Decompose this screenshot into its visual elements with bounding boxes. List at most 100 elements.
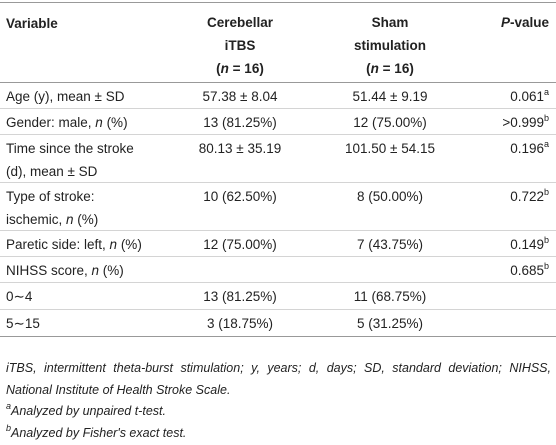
- cell-line: Sham: [315, 11, 465, 34]
- italic-text: n: [95, 115, 103, 130]
- cell-line: Cerebellar: [165, 11, 315, 34]
- table-cell: 0.722b: [449, 183, 549, 208]
- table-row: Age (y), mean ± SD 57.38 ± 8.04 51.44 ± 9.…: [0, 83, 556, 109]
- text: 0.196: [510, 141, 544, 156]
- table-cell: 12 (75.00%): [165, 231, 315, 256]
- superscript: b: [543, 261, 549, 271]
- text: 13 (81.25%): [203, 289, 277, 304]
- text: = 16): [378, 61, 414, 76]
- cell-line: 0.722b: [449, 185, 549, 208]
- cell-line: 0∼4: [6, 285, 206, 308]
- cell-line: 11 (68.75%): [315, 285, 465, 308]
- italic-text: P: [500, 15, 510, 30]
- cell-line: P-value: [449, 11, 549, 34]
- text: 0.061: [510, 89, 544, 104]
- text: NIHSS score,: [6, 263, 92, 278]
- cell-line: 13 (81.25%): [165, 111, 315, 134]
- table-cell: 7 (43.75%): [315, 231, 465, 256]
- table-cell: Gender: male, n (%): [6, 109, 206, 134]
- header-row: Variable Cerebellar iTBS (n = 16) Sham stimul…: [0, 3, 556, 83]
- text: 3 (18.75%): [206, 316, 274, 331]
- table-cell: 0.061a: [449, 83, 549, 108]
- text: 5 (31.25%): [356, 316, 424, 331]
- text: Analyzed by unpaired t-test.: [11, 404, 166, 418]
- text: (%): [117, 237, 142, 252]
- cell-line: 0.061a: [449, 85, 549, 108]
- table-cell: 5∼15: [6, 310, 206, 335]
- text: stimulation: [353, 38, 426, 53]
- table-cell: 0.685b: [449, 257, 549, 282]
- text: = 16): [228, 61, 264, 76]
- italic-text: n: [66, 212, 74, 227]
- text: 0.722: [510, 189, 544, 204]
- table-cell: Sham stimulation (n = 16): [315, 3, 465, 80]
- text: (%): [102, 115, 128, 130]
- table-cell: 3 (18.75%): [165, 310, 315, 335]
- table-row: Paretic side: left, n (%) 12 (75.00%) 7 (4…: [0, 231, 556, 257]
- table-cell: Cerebellar iTBS (n = 16): [165, 3, 315, 80]
- cell-line: 5 (31.25%): [315, 312, 465, 335]
- table-cell: Variable: [6, 3, 206, 35]
- text: Age (y), mean ± SD: [6, 89, 125, 104]
- cell-line: Age (y), mean ± SD: [6, 85, 206, 108]
- superscript: a: [6, 401, 12, 411]
- text: 11 (68.75%): [353, 289, 427, 304]
- table-cell: 51.44 ± 9.19: [315, 83, 465, 108]
- superscript: a: [543, 87, 549, 97]
- table-cell: Age (y), mean ± SD: [6, 83, 206, 108]
- italic-text: n: [370, 61, 379, 76]
- cell-line: 13 (81.25%): [165, 285, 315, 308]
- text: 5∼15: [6, 316, 40, 331]
- footnote: iTBS, intermittent theta-burst stimulati…: [6, 358, 551, 401]
- cell-line: 0.149b: [449, 233, 549, 256]
- text: ischemic,: [6, 212, 67, 227]
- table-cell: 12 (75.00%): [315, 109, 465, 134]
- table: Variable Cerebellar iTBS (n = 16) Sham stimul…: [0, 2, 556, 337]
- table-cell: 57.38 ± 8.04: [165, 83, 315, 108]
- text: iTBS, intermittent theta-burst stimulati…: [6, 361, 551, 397]
- cell-line: 12 (75.00%): [165, 233, 315, 256]
- table-cell: [449, 283, 549, 285]
- text: 101.50 ± 54.15: [345, 141, 435, 156]
- cell-line: 101.50 ± 54.15: [315, 137, 465, 160]
- text: 7 (43.75%): [356, 237, 424, 252]
- superscript: b: [543, 187, 549, 197]
- italic-text: n: [109, 237, 118, 252]
- text: iTBS: [224, 38, 256, 53]
- text: Analyzed by Fisher's exact test.: [11, 425, 187, 440]
- table-row: Gender: male, n (%) 13 (81.25%) 12 (75.00%…: [0, 109, 556, 135]
- table-cell: >0.999b: [449, 109, 549, 134]
- text: Variable: [6, 16, 58, 31]
- cell-line: stimulation: [315, 34, 465, 57]
- superscript: b: [543, 113, 549, 123]
- cell-line: 12 (75.00%): [315, 111, 465, 134]
- text: (: [366, 61, 371, 76]
- table-cell: Type of stroke: ischemic, n (%): [6, 183, 206, 231]
- table-cell: Time since the stroke (d), mean ± SD: [6, 135, 206, 183]
- superscript: b: [543, 235, 549, 245]
- cell-line: 10 (62.50%): [165, 185, 315, 208]
- table-cell: 101.50 ± 54.15: [315, 135, 465, 160]
- table-cell: [165, 257, 315, 259]
- text: (%): [73, 212, 99, 227]
- cell-line: ischemic, n (%): [6, 208, 206, 231]
- superscript: b: [6, 422, 12, 433]
- text: Sham: [371, 15, 409, 30]
- cell-line: Time since the stroke: [6, 137, 206, 160]
- table-row: Type of stroke: ischemic, n (%) 10 (62.50%…: [0, 183, 556, 231]
- italic-text: n: [220, 61, 229, 76]
- text: 10 (62.50%): [203, 189, 277, 204]
- footnote: aAnalyzed by unpaired t-test.: [6, 401, 551, 423]
- text: >0.999: [502, 115, 544, 130]
- table-cell: P-value: [449, 3, 549, 34]
- table-cell: 13 (81.25%): [165, 283, 315, 308]
- table-cell: 11 (68.75%): [315, 283, 465, 308]
- text: 57.38 ± 8.04: [202, 89, 278, 104]
- text: (d), mean ± SD: [6, 164, 98, 179]
- text: -value: [509, 15, 549, 30]
- table-cell: NIHSS score, n (%): [6, 257, 206, 282]
- cell-line: 51.44 ± 9.19: [315, 85, 465, 108]
- table-cell: 5 (31.25%): [315, 310, 465, 335]
- table-cell: 0.149b: [449, 231, 549, 256]
- superscript: a: [543, 139, 549, 149]
